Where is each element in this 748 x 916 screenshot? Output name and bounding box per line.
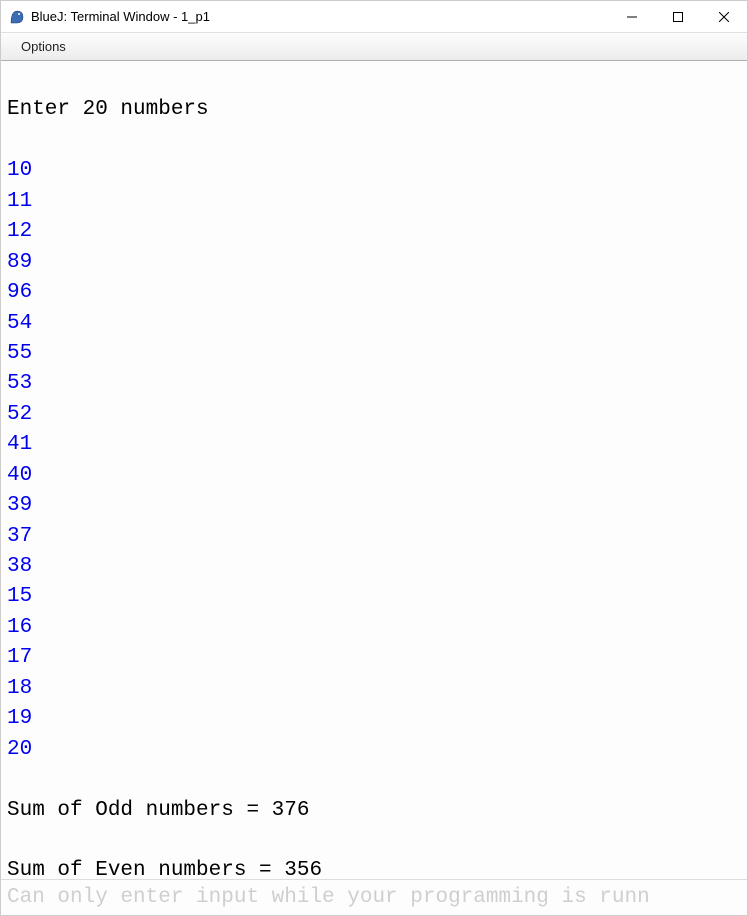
terminal-input-line: 40 <box>7 461 741 491</box>
terminal-input-line: 11 <box>7 187 741 217</box>
terminal-sum-odd: Sum of Odd numbers = 376 <box>7 796 741 826</box>
terminal-input-line: 54 <box>7 309 741 339</box>
close-button[interactable] <box>701 1 747 33</box>
terminal-input-line: 19 <box>7 704 741 734</box>
minimize-button[interactable] <box>609 1 655 33</box>
terminal-input-line: 39 <box>7 491 741 521</box>
terminal-input-line: 18 <box>7 674 741 704</box>
terminal-input-line: 17 <box>7 643 741 673</box>
menu-options[interactable]: Options <box>13 35 74 58</box>
terminal-input-line: 15 <box>7 582 741 612</box>
terminal-input-line: 38 <box>7 552 741 582</box>
terminal-input-line: 53 <box>7 369 741 399</box>
terminal-input-line: 37 <box>7 522 741 552</box>
status-text: Can only enter input while your programm… <box>7 886 650 909</box>
terminal-input-line: 52 <box>7 400 741 430</box>
terminal-input-line: 55 <box>7 339 741 369</box>
terminal-input-line: 16 <box>7 613 741 643</box>
menubar: Options <box>1 33 747 61</box>
titlebar: BlueJ: Terminal Window - 1_p1 <box>1 1 747 33</box>
terminal-input-line: 96 <box>7 278 741 308</box>
terminal-input-line: 89 <box>7 248 741 278</box>
terminal-sum-even: Sum of Even numbers = 356 <box>7 856 741 879</box>
window-title: BlueJ: Terminal Window - 1_p1 <box>31 9 609 24</box>
terminal-input-line: 12 <box>7 217 741 247</box>
maximize-button[interactable] <box>655 1 701 33</box>
window-controls <box>609 1 747 32</box>
terminal-output[interactable]: Enter 20 numbers 10111289965455535241403… <box>1 61 747 879</box>
bluej-icon <box>9 9 25 25</box>
terminal-input-line: 10 <box>7 156 741 186</box>
terminal-prompt: Enter 20 numbers <box>7 95 741 125</box>
terminal-input-line: 41 <box>7 430 741 460</box>
statusbar: Can only enter input while your programm… <box>1 879 747 915</box>
terminal-input-line: 20 <box>7 735 741 765</box>
